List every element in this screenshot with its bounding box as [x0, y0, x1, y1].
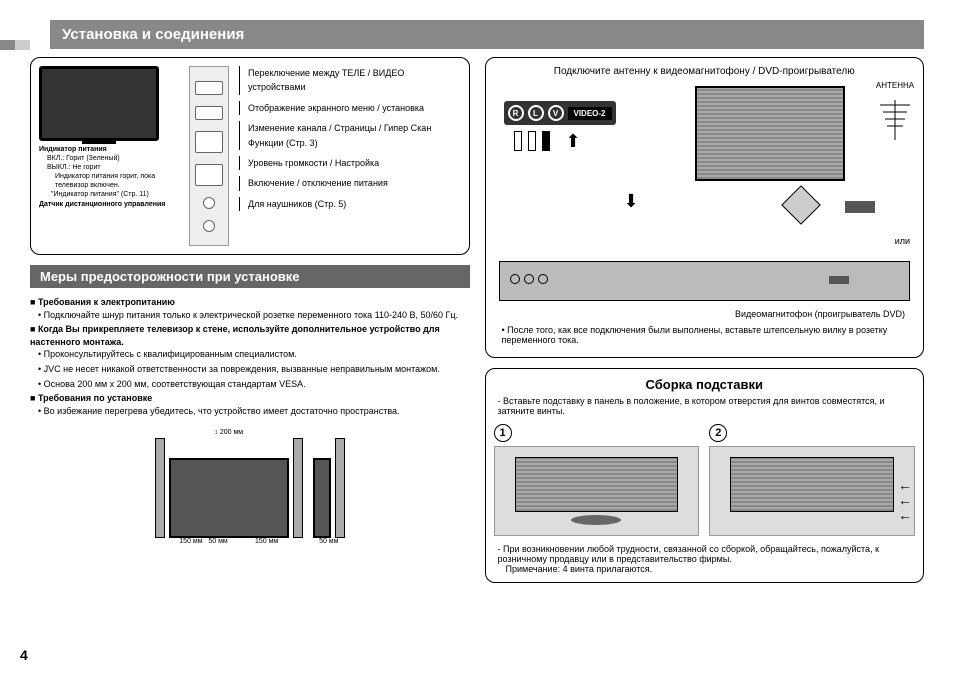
wall-bullet-1: Проконсультируйтесь с квалифицированным … — [38, 348, 470, 361]
connection-diagram-box: Подключите антенну к видеомагнитофону / … — [485, 57, 925, 358]
arrow-down-icon: ⬆ — [566, 131, 581, 152]
page-number: 4 — [20, 647, 28, 663]
step-2-number: 2 — [709, 424, 727, 442]
power-indicator-label: Индикатор питания — [39, 145, 179, 154]
desc-headphone: Для наушников (Стр. 5) — [239, 197, 461, 211]
step-2-image: ← ← ← — [709, 446, 915, 536]
antenna-splitter — [781, 185, 821, 225]
antenna-label: АНТЕННА — [875, 81, 915, 90]
clearance-tv-front — [169, 458, 289, 538]
volume-button — [195, 164, 223, 186]
clearance-diagram: ↕ 200 мм 150 мм 50 мм 150 мм — [30, 427, 470, 545]
rca-r-jack: R — [508, 105, 524, 121]
power-req-bullet: Подключайте шнур питания только к электр… — [38, 309, 470, 322]
wall-side — [335, 438, 345, 538]
clearance-tv-side — [313, 458, 331, 538]
desc-power: Включение / отключение питания — [239, 176, 461, 190]
tv-controls-diagram: Индикатор питания ВКЛ.: Горит (Зеленый) … — [30, 57, 470, 255]
remote-sensor-label: Датчик дистанционного управления — [39, 200, 179, 209]
page-container: Установка и соединения Индикатор питания… — [0, 0, 954, 673]
power-off-label: ВЫКЛ.: Не горит — [39, 163, 179, 172]
step-1-number: 1 — [494, 424, 512, 442]
step-2: 2 ← ← ← — [709, 424, 915, 536]
stand-warning: - При возникновении любой трудности, свя… — [494, 544, 916, 564]
clearance-side-1: 150 мм — [179, 538, 202, 545]
tv-back-graphic — [695, 86, 845, 181]
right-column: Подключите антенну к видеомагнитофону / … — [485, 57, 925, 663]
panel-descriptions: Переключение между ТЕЛЕ / ВИДЕО устройст… — [239, 66, 461, 217]
wall-bullet-3: Основа 200 мм x 200 мм, соответствующая … — [38, 378, 470, 391]
power-button — [203, 197, 215, 209]
menu-ok-button — [195, 106, 223, 120]
rca-plugs: ⬆ — [514, 131, 581, 152]
left-column: Индикатор питания ВКЛ.: Горит (Зеленый) … — [30, 57, 470, 663]
connection-note: После того, как все подключения были вып… — [494, 321, 916, 349]
or-label: или — [895, 236, 910, 246]
rca-l-jack: L — [528, 105, 544, 121]
precautions-content: Требования к электропитанию Подключайте … — [30, 296, 470, 417]
stand-note: Примечание: 4 винта прилагаются. — [494, 564, 916, 574]
rca-block: R L V VIDEO-2 — [504, 101, 616, 125]
connection-top-label: Подключите антенну к видеомагнитофону / … — [494, 66, 916, 77]
step-1: 1 — [494, 424, 700, 536]
desc-channel: Изменение канала / Страницы / Гипер Скан… — [239, 121, 461, 150]
connection-diagram: R L V VIDEO-2 ⬆ АНТЕННА — [494, 81, 916, 321]
desc-volume: Уровень громкости / Настройка — [239, 156, 461, 170]
main-columns: Индикатор питания ВКЛ.: Горит (Зеленый) … — [30, 57, 924, 663]
stand-instruction: - Вставьте подставку в панель в положени… — [494, 396, 916, 416]
wall-bullet-2: JVC не несет никакой ответственности за … — [38, 363, 470, 376]
tv-front-view: Индикатор питания ВКЛ.: Горит (Зеленый) … — [39, 66, 179, 209]
rca-v-jack: V — [548, 105, 564, 121]
video2-label: VIDEO-2 — [568, 107, 612, 120]
power-on-label: ВКЛ.: Горит (Зеленый) — [39, 154, 179, 163]
wall-left — [155, 438, 165, 538]
coax-plug — [845, 201, 875, 213]
power-note-2: "Индикатор питания" (Стр. 11) — [39, 190, 179, 199]
install-req-heading: Требования по установке — [30, 392, 470, 405]
accent-bar — [0, 40, 30, 50]
side-panel-graphic — [189, 66, 229, 246]
wall-mount-heading: Когда Вы прикрепляете телевизор к стене,… — [30, 323, 470, 348]
stand-steps: 1 2 ← ← ← — [494, 424, 916, 536]
page-title: Установка и соединения — [50, 20, 924, 49]
wall-right — [293, 438, 303, 538]
clearance-bottom-2: 50 мм — [319, 538, 338, 545]
clearance-side-2: 150 мм — [255, 538, 278, 545]
clearance-top: 200 мм — [220, 429, 243, 436]
stand-heading: Сборка подставки — [494, 377, 916, 392]
channel-button — [195, 131, 223, 153]
arrow-down-2-icon: ⬇ — [624, 191, 639, 212]
tv-video-button — [195, 81, 223, 95]
power-note-1: Индикатор питания горит, пока телевизор … — [39, 172, 179, 190]
stand-assembly-box: Сборка подставки - Вставьте подставку в … — [485, 368, 925, 583]
antenna-graphic: АНТЕННА — [875, 81, 915, 142]
vcr-graphic — [499, 261, 911, 301]
step-1-image — [494, 446, 700, 536]
install-bullet-1: Во избежание перегрева убедитесь, что ус… — [38, 405, 470, 418]
power-req-heading: Требования к электропитанию — [30, 296, 470, 309]
clearance-bottom-1: 50 мм — [208, 538, 227, 545]
desc-menu: Отображение экранного меню / установка — [239, 101, 461, 115]
desc-tv-video: Переключение между ТЕЛЕ / ВИДЕО устройст… — [239, 66, 461, 95]
precautions-heading: Меры предосторожности при установке — [30, 265, 470, 288]
headphone-jack — [203, 220, 215, 232]
tv-screen-graphic — [39, 66, 159, 141]
vcr-label: Видеомагнитофон (проигрыватель DVD) — [735, 309, 905, 319]
